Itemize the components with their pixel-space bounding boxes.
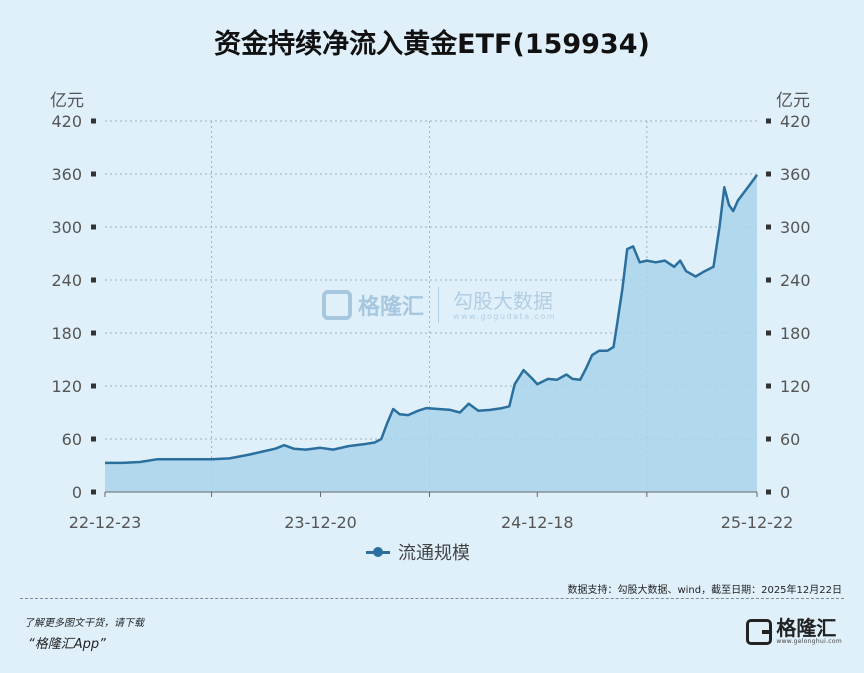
y-tick-marker-right [766, 224, 771, 230]
x-tick-label: 23-12-20 [284, 513, 357, 532]
x-tick-label: 24-12-18 [501, 513, 574, 532]
y-tick-marker-left [91, 489, 96, 495]
y-tick-marker-right [766, 489, 771, 495]
y-tick-label-left: 180 [51, 324, 82, 343]
series-line [105, 174, 759, 465]
legend-line-marker-icon [366, 542, 390, 562]
footer-promo-text: 了解更多图文干货，请下载 [24, 618, 144, 629]
y-tick-marker-right [766, 277, 771, 283]
watermark-url: www.gogudata.com [453, 311, 557, 321]
y-tick-marker-left [91, 118, 96, 124]
x-tick-label: 25-12-22 [721, 513, 794, 532]
brand-logo-icon [746, 618, 773, 645]
watermark-brand2: 勾股大数据 [453, 288, 554, 313]
y-tick-label-right: 420 [780, 112, 811, 131]
y-tick-label-left: 0 [72, 483, 82, 502]
y-axis-unit-left: 亿元 [50, 91, 84, 111]
footer-app-name: “格隆汇App” [28, 637, 106, 652]
y-tick-label-right: 120 [780, 377, 811, 396]
brand-logo-text: 格隆汇 [776, 616, 837, 640]
y-tick-marker-left [91, 330, 96, 336]
watermark: 格隆汇 勾股大数据 www.gogudata.com [322, 287, 556, 323]
y-tick-marker-left [91, 224, 96, 230]
y-tick-label-right: 60 [780, 430, 800, 449]
y-tick-label-left: 420 [51, 112, 82, 131]
y-tick-marker-right [766, 118, 771, 124]
y-tick-label-right: 360 [780, 165, 811, 184]
watermark-divider [438, 287, 440, 323]
brand-logo: 格隆汇 www.gelonghui.com [746, 618, 842, 645]
y-tick-marker-right [766, 171, 771, 177]
y-tick-marker-left [91, 383, 96, 389]
y-tick-label-right: 300 [780, 218, 811, 237]
watermark-brand: 格隆汇 [358, 295, 425, 320]
watermark-logo-icon [322, 290, 352, 320]
footer-divider [20, 598, 844, 599]
y-tick-marker-left [91, 436, 96, 442]
y-tick-label-left: 300 [51, 218, 82, 237]
brand-logo-url: www.gelonghui.com [776, 638, 842, 645]
y-tick-marker-right [766, 330, 771, 336]
y-tick-label-right: 180 [780, 324, 811, 343]
y-tick-marker-right [766, 383, 771, 389]
y-tick-marker-right [766, 436, 771, 442]
y-tick-label-right: 0 [780, 483, 790, 502]
x-tick-label: 22-12-23 [69, 513, 142, 532]
y-axis-unit-right: 亿元 [776, 91, 810, 111]
chart-title: 资金持续净流入黄金ETF(159934) [214, 29, 650, 60]
source-note: 数据支持：勾股大数据、wind，截至日期：2025年12月22日 [567, 585, 842, 596]
series-area [105, 174, 757, 492]
y-tick-label-right: 240 [780, 271, 811, 290]
y-tick-marker-left [91, 171, 96, 177]
y-tick-label-left: 120 [51, 377, 82, 396]
y-tick-label-left: 60 [62, 430, 82, 449]
legend: 流通规模 [366, 541, 470, 564]
legend-label: 流通规模 [398, 543, 470, 564]
y-tick-label-left: 360 [51, 165, 82, 184]
y-tick-marker-left [91, 277, 96, 283]
y-tick-label-left: 240 [51, 271, 82, 290]
